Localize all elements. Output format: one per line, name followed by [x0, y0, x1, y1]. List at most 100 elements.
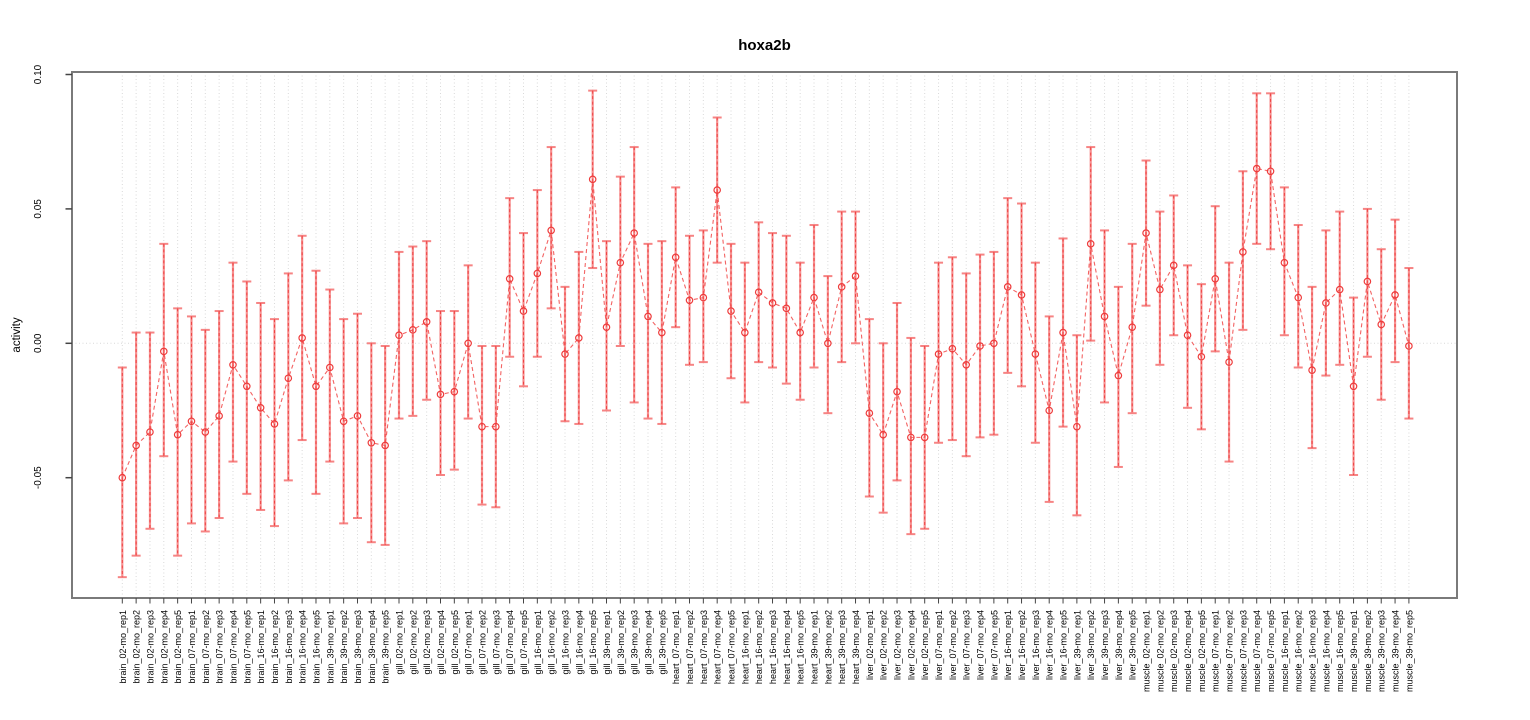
data-point	[409, 326, 417, 334]
data-point	[865, 409, 874, 417]
x-tick-label: liver_39-mo_rep1	[1072, 610, 1082, 680]
data-point	[1239, 248, 1247, 256]
data-point	[229, 361, 237, 369]
series-connector-layer	[121, 167, 1410, 478]
data-point	[284, 374, 293, 383]
x-tick-label: gill_16-mo_rep4	[574, 610, 584, 675]
x-tick-label: heart_39-mo_rep2	[823, 610, 833, 684]
data-point	[588, 175, 597, 184]
data-point	[1377, 320, 1386, 329]
data-point	[1086, 240, 1095, 248]
data-point	[450, 387, 459, 396]
data-point	[907, 433, 915, 442]
data-point	[478, 422, 486, 431]
data-point	[215, 412, 223, 420]
x-tick-label: gill_07-mo_rep5	[519, 610, 529, 675]
x-tick-label: muscle_39-mo_rep5	[1404, 610, 1414, 692]
x-tick-label: brain_16-mo_rep1	[256, 610, 266, 684]
data-point-layer	[118, 164, 1413, 482]
x-tick-label: heart_16-mo_rep4	[782, 610, 792, 684]
x-tick-label: brain_07-mo_rep5	[242, 610, 252, 684]
x-tick-label: liver_02-mo_rep2	[879, 610, 889, 680]
x-tick-label: brain_39-mo_rep3	[353, 610, 363, 684]
x-tick-label: heart_07-mo_rep5	[727, 610, 737, 684]
x-tick-label: muscle_02-mo_rep1	[1142, 610, 1152, 692]
x-tick-label: liver_07-mo_rep4	[976, 610, 986, 680]
x-tick-label: gill_02-mo_rep1	[394, 610, 404, 675]
x-tick-label: muscle_07-mo_rep3	[1238, 610, 1248, 692]
error-bar-layer	[117, 89, 1414, 579]
data-point	[851, 272, 860, 280]
x-tick-label: muscle_02-mo_rep5	[1197, 610, 1207, 692]
x-tick-label: brain_16-mo_rep3	[284, 610, 294, 684]
data-point	[1322, 299, 1330, 307]
x-tick-label: liver_07-mo_rep5	[989, 610, 999, 680]
data-point	[976, 342, 984, 350]
y-tick-label: 0.05	[33, 199, 44, 219]
x-tick-label: brain_16-mo_rep5	[311, 610, 321, 684]
data-point	[575, 334, 583, 342]
data-point	[1252, 164, 1261, 173]
data-point	[934, 350, 943, 358]
data-point	[893, 387, 901, 396]
data-point	[201, 428, 210, 436]
data-point	[118, 473, 127, 482]
x-tick-label: brain_16-mo_rep2	[270, 610, 280, 684]
x-tick-label: liver_39-mo_rep3	[1100, 610, 1110, 680]
data-point	[1197, 352, 1206, 361]
data-point	[547, 226, 555, 235]
data-point	[741, 328, 749, 337]
x-tick-label: brain_39-mo_rep1	[325, 610, 335, 684]
chart-title: hoxa2b	[738, 37, 791, 54]
y-tick-label: 0.00	[33, 333, 44, 353]
data-point	[671, 253, 680, 262]
x-tick-label: muscle_07-mo_rep5	[1266, 610, 1276, 692]
data-point	[339, 417, 348, 426]
data-point	[1031, 350, 1040, 358]
x-tick-label: liver_02-mo_rep1	[865, 610, 875, 680]
data-point	[353, 412, 362, 420]
x-tick-label: gill_16-mo_rep1	[533, 610, 543, 675]
x-tick-label: heart_39-mo_rep1	[810, 610, 820, 684]
x-tick-label: gill_07-mo_rep4	[505, 610, 515, 675]
data-point	[173, 430, 182, 439]
data-point	[1405, 342, 1413, 350]
data-point	[464, 339, 472, 348]
x-tick-label: muscle_39-mo_rep4	[1391, 610, 1401, 692]
data-point	[1017, 291, 1026, 299]
x-tick-label: brain_16-mo_rep4	[298, 610, 308, 684]
data-point	[1266, 167, 1275, 176]
x-axis: brain_02-mo_rep1 brain_02-mo_rep2 brain_02…	[118, 598, 1414, 692]
data-point	[381, 441, 389, 450]
x-tick-label: brain_02-mo_rep5	[173, 610, 183, 684]
data-point	[367, 438, 376, 447]
data-point	[1059, 328, 1067, 337]
x-tick-label: brain_39-mo_rep5	[381, 610, 391, 684]
data-point	[326, 363, 334, 372]
x-tick-label: muscle_16-mo_rep1	[1280, 610, 1290, 692]
x-tick-label: liver_16-mo_rep1	[1003, 610, 1013, 680]
x-tick-label: muscle_16-mo_rep5	[1335, 610, 1345, 692]
x-tick-label: liver_16-mo_rep4	[1045, 610, 1055, 680]
data-point	[1363, 277, 1372, 286]
plot-frame	[71, 71, 1458, 599]
x-tick-label: gill_16-mo_rep2	[547, 610, 557, 675]
x-tick-label: brain_39-mo_rep2	[339, 610, 349, 684]
x-tick-label: muscle_02-mo_rep3	[1169, 610, 1179, 692]
data-point	[644, 312, 652, 321]
series-connector	[121, 167, 1410, 478]
x-tick-label: liver_16-mo_rep3	[1031, 610, 1041, 680]
x-tick-label: gill_16-mo_rep3	[561, 610, 571, 675]
x-tick-label: heart_07-mo_rep1	[671, 610, 681, 684]
x-tick-label: brain_07-mo_rep4	[228, 610, 238, 684]
gridline-layer	[72, 72, 1457, 598]
x-tick-label: heart_39-mo_rep4	[851, 610, 861, 684]
x-tick-label: gill_39-mo_rep3	[630, 610, 640, 675]
data-point	[422, 317, 431, 326]
data-point	[298, 334, 306, 342]
x-tick-label: liver_07-mo_rep3	[962, 610, 972, 680]
y-axis-title: activity	[11, 317, 23, 352]
data-point	[727, 307, 735, 315]
x-tick-label: heart_07-mo_rep2	[685, 610, 695, 684]
